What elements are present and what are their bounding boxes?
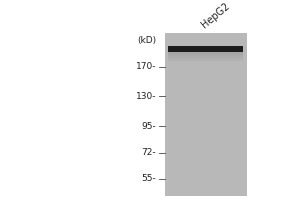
Bar bbox=[168, 52, 243, 54]
Text: HepG2: HepG2 bbox=[200, 1, 232, 30]
Text: 130-: 130- bbox=[136, 92, 156, 101]
Text: 95-: 95- bbox=[141, 122, 156, 131]
Text: (kD): (kD) bbox=[137, 36, 156, 45]
Bar bbox=[165, 33, 246, 195]
Text: 72-: 72- bbox=[141, 148, 156, 157]
Bar bbox=[168, 58, 243, 61]
Bar bbox=[168, 46, 243, 52]
Text: 170-: 170- bbox=[136, 62, 156, 71]
Bar bbox=[168, 56, 243, 58]
Text: 55-: 55- bbox=[141, 174, 156, 183]
Bar bbox=[168, 54, 243, 56]
